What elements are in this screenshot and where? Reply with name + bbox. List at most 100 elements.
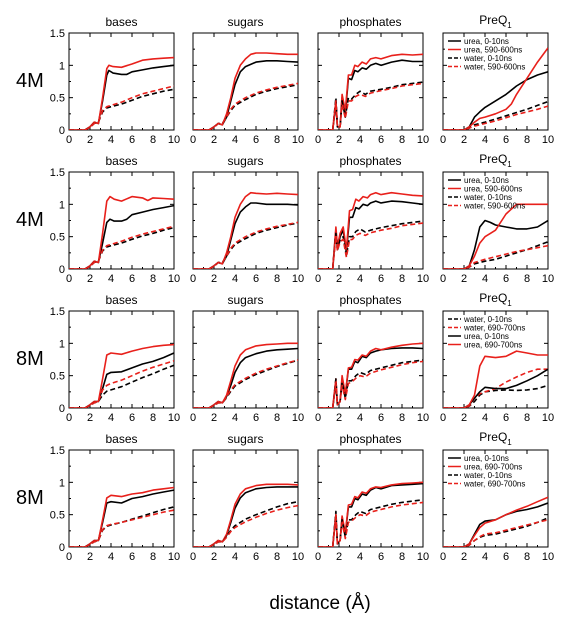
x-tick-label: 4 [232,412,238,424]
subplot-title-preq: PreQ1 [479,152,512,169]
series-line-1 [69,56,174,130]
x-tick-label: 0 [66,273,72,285]
series-line-2 [193,359,298,408]
x-tick-label: 6 [253,412,259,424]
x-tick-label: 4 [232,273,238,285]
x-tick-label: 6 [503,551,509,563]
series-line-2 [69,506,174,547]
x-tick-label: 6 [129,134,135,146]
x-tick-label: 4 [357,273,363,285]
x-tick-label: 8 [274,412,280,424]
series-line-3 [443,350,548,408]
series-line-1 [193,342,298,408]
x-tick-label: 6 [378,412,384,424]
series-line-3 [318,82,423,130]
subplot-r2-c2: 0 2 4 6 8 10 phosphates [315,293,429,424]
y-tick-label: 1 [59,477,65,489]
x-tick-label: 8 [150,551,156,563]
x-tick-label: 6 [129,551,135,563]
x-tick-label: 2 [461,134,467,146]
subplot-r3-c0: 0 2 4 6 8 10 0 0.5 1 1.5 bases [50,432,180,563]
series-group [443,203,548,269]
x-axis-label: distance (Å) [269,593,370,614]
series-line-0 [443,71,548,130]
legend-label: urea, 0-10ns [464,332,509,341]
x-tick-label: 4 [482,134,488,146]
x-tick-label: 0 [66,412,72,424]
x-tick-label: 4 [357,412,363,424]
series-line-3 [193,504,298,547]
x-tick-label: 4 [108,551,114,563]
series-line-1 [193,52,298,130]
x-tick-label: 0 [440,134,446,146]
subplot-title-preq: PreQ1 [479,291,512,308]
series-line-2 [443,241,548,269]
subplot-frame [192,32,299,131]
x-tick-label: 2 [336,134,342,146]
series-group [193,52,298,130]
series-line-2 [318,499,423,547]
series-line-2 [69,364,174,408]
x-tick-label: 8 [399,412,405,424]
row-label: 4M [16,209,44,231]
subplot-r2-c0: 0 2 4 6 8 10 0 0.5 1 1.5 bases [50,293,180,424]
series-line-2 [318,81,423,130]
series-line-3 [69,85,174,130]
subplot-title: phosphates [339,432,401,446]
x-tick-label: 10 [168,273,180,285]
subplot-r1-c2: 0 2 4 6 8 10 phosphates [315,154,429,285]
series-line-0 [69,64,174,130]
x-tick-label: 0 [440,273,446,285]
x-tick-label: 2 [87,412,93,424]
series-line-1 [318,191,423,269]
series-line-3 [318,222,423,269]
x-tick-label: 2 [211,273,217,285]
x-tick-label: 2 [211,134,217,146]
row-label: 8M [16,487,44,509]
x-tick-label: 0 [190,412,196,424]
legend-label: water, 0-10ns [463,315,512,324]
x-tick-label: 8 [399,551,405,563]
subplot-title: sugars [227,293,263,307]
x-tick-label: 6 [378,273,384,285]
x-tick-label: 0 [440,412,446,424]
x-tick-label: 0 [315,551,321,563]
x-tick-label: 0 [440,551,446,563]
subplot-frame [192,310,299,409]
series-line-3 [443,244,548,269]
series-line-1 [443,203,548,269]
x-tick-label: 8 [524,273,530,285]
series-line-2 [193,500,298,547]
row-label: 4M [16,70,44,92]
subplot-r1-c0: 0 2 4 6 8 10 0 0.5 1 1.5 bases [50,154,180,285]
x-tick-label: 10 [542,551,554,563]
y-tick-label: 0.5 [50,93,65,105]
x-tick-label: 10 [292,273,304,285]
series-line-0 [69,204,174,269]
row-labels-layer: 4M 4M 8M 8M [16,70,44,509]
x-tick-label: 6 [129,412,135,424]
x-tick-label: 10 [542,273,554,285]
x-tick-label: 10 [542,412,554,424]
subplot-title: sugars [227,15,263,29]
x-tick-label: 6 [503,412,509,424]
series-line-2 [69,226,174,269]
subplot-title: bases [105,15,137,29]
legend-label: urea, 690-700ns [464,463,522,472]
series-line-3 [69,225,174,269]
subplot-title: bases [105,293,137,307]
subplot-title-subscript: 1 [507,160,512,169]
x-tick-label: 10 [417,273,429,285]
series-line-0 [443,502,548,547]
series-group [193,483,298,547]
legend-label: water, 0-10ns [463,54,512,63]
subplot-title: phosphates [339,293,401,307]
x-tick-label: 0 [66,551,72,563]
series-group [69,56,174,130]
y-tick-label: 1.5 [50,306,65,318]
